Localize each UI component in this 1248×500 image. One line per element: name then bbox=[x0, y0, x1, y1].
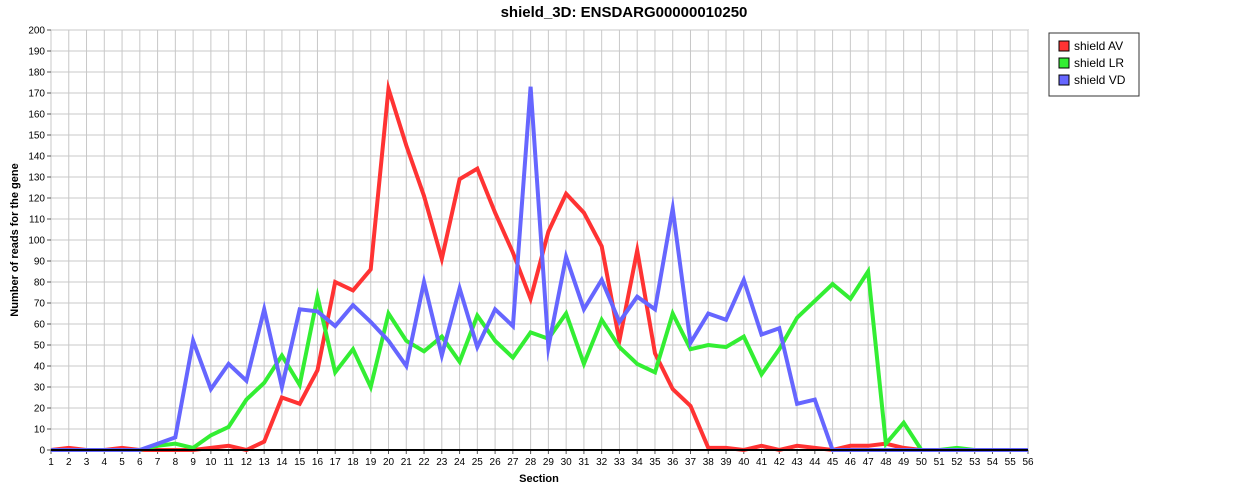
y-axis-title: Number of reads for the gene bbox=[9, 163, 21, 316]
y-tick-label: 160 bbox=[28, 110, 45, 121]
x-tick-label: 10 bbox=[205, 457, 217, 468]
x-tick-label: 24 bbox=[454, 457, 466, 468]
x-tick-label: 47 bbox=[863, 457, 875, 468]
y-tick-label: 50 bbox=[34, 341, 46, 352]
x-tick-label: 17 bbox=[330, 457, 342, 468]
x-tick-label: 11 bbox=[223, 457, 234, 468]
legend-swatch bbox=[1058, 74, 1070, 86]
x-tick-label: 54 bbox=[987, 457, 999, 468]
y-tick-label: 0 bbox=[39, 446, 45, 457]
x-tick-label: 27 bbox=[507, 457, 519, 468]
x-tick-label: 1 bbox=[48, 457, 54, 468]
x-tick-label: 23 bbox=[436, 457, 448, 468]
x-tick-label: 36 bbox=[667, 457, 679, 468]
x-tick-label: 6 bbox=[137, 457, 143, 468]
legend-swatch bbox=[1058, 40, 1070, 52]
series-line-shield-lr bbox=[51, 265, 1028, 452]
x-tick-label: 19 bbox=[365, 457, 377, 468]
y-tick-label: 140 bbox=[28, 152, 45, 163]
x-tick-label: 3 bbox=[84, 457, 90, 468]
y-tick-label: 200 bbox=[28, 26, 45, 37]
y-axis: 0 10 20 30 40 50 60 70 80 90 100 110 120 130 140 150 160… bbox=[28, 26, 51, 457]
y-tick-label: 120 bbox=[28, 194, 45, 205]
x-tick-label: 53 bbox=[969, 457, 981, 468]
x-tick-label: 41 bbox=[756, 457, 768, 468]
x-tick-label: 29 bbox=[543, 457, 555, 468]
x-tick-label: 44 bbox=[809, 457, 821, 468]
x-tick-label: 43 bbox=[792, 457, 804, 468]
y-tick-label: 130 bbox=[28, 173, 45, 184]
y-tick-label: 90 bbox=[34, 257, 46, 268]
y-tick-label: 180 bbox=[28, 68, 45, 79]
legend-swatch bbox=[1058, 57, 1070, 69]
x-tick-label: 51 bbox=[934, 457, 946, 468]
x-tick-label: 30 bbox=[561, 457, 573, 468]
x-tick-label: 18 bbox=[347, 457, 359, 468]
x-tick-label: 45 bbox=[827, 457, 839, 468]
legend-label: shield LR bbox=[1074, 56, 1124, 70]
x-tick-label: 21 bbox=[401, 457, 413, 468]
x-tick-label: 25 bbox=[472, 457, 484, 468]
x-tick-label: 12 bbox=[241, 457, 253, 468]
x-tick-label: 55 bbox=[1005, 457, 1017, 468]
x-tick-label: 42 bbox=[774, 457, 786, 468]
series-line-shield-av bbox=[50, 78, 1028, 453]
y-tick-label: 60 bbox=[34, 320, 46, 331]
y-tick-label: 150 bbox=[28, 131, 45, 142]
y-tick-label: 80 bbox=[34, 278, 46, 289]
x-tick-label: 50 bbox=[916, 457, 928, 468]
x-tick-label: 35 bbox=[649, 457, 661, 468]
x-tick-label: 32 bbox=[596, 457, 608, 468]
x-axis-title: Section bbox=[519, 473, 559, 485]
x-tick-label: 13 bbox=[259, 457, 271, 468]
y-tick-label: 170 bbox=[28, 89, 45, 100]
legend: shield AV shield LR shield VD bbox=[1048, 32, 1140, 97]
y-tick-label: 20 bbox=[34, 404, 46, 415]
x-tick-label: 16 bbox=[312, 457, 324, 468]
x-tick-label: 7 bbox=[155, 457, 161, 468]
legend-label: shield AV bbox=[1074, 39, 1123, 53]
y-tick-label: 10 bbox=[34, 425, 46, 436]
x-tick-label: 8 bbox=[173, 457, 179, 468]
x-tick-label: 14 bbox=[276, 457, 288, 468]
x-axis: 1 2 3 4 5 6 7 8 9 10 11 12 13 14 15 16 17 18 19 20 21 22 23 24 2… bbox=[48, 450, 1034, 468]
y-tick-label: 110 bbox=[29, 215, 45, 226]
x-tick-label: 48 bbox=[880, 457, 892, 468]
x-tick-label: 34 bbox=[632, 457, 644, 468]
chart-title: shield_3D: ENSDARG00000010250 bbox=[501, 4, 748, 21]
x-tick-label: 46 bbox=[845, 457, 857, 468]
y-tick-label: 30 bbox=[34, 383, 46, 394]
x-tick-label: 15 bbox=[294, 457, 306, 468]
x-tick-label: 28 bbox=[525, 457, 537, 468]
x-tick-label: 38 bbox=[703, 457, 715, 468]
y-tick-label: 190 bbox=[28, 47, 45, 58]
x-tick-label: 52 bbox=[951, 457, 963, 468]
x-tick-label: 37 bbox=[685, 457, 697, 468]
x-tick-label: 39 bbox=[720, 457, 732, 468]
x-tick-label: 49 bbox=[898, 457, 910, 468]
x-tick-label: 56 bbox=[1022, 457, 1034, 468]
legend-label: shield VD bbox=[1074, 73, 1126, 87]
x-tick-label: 2 bbox=[66, 457, 72, 468]
x-tick-label: 4 bbox=[102, 457, 108, 468]
y-tick-label: 100 bbox=[28, 236, 45, 247]
x-tick-label: 20 bbox=[383, 457, 395, 468]
x-tick-label: 22 bbox=[418, 457, 430, 468]
x-tick-label: 9 bbox=[190, 457, 196, 468]
y-tick-label: 40 bbox=[34, 362, 46, 373]
x-tick-label: 31 bbox=[578, 457, 590, 468]
x-tick-label: 33 bbox=[614, 457, 626, 468]
x-tick-label: 5 bbox=[119, 457, 125, 468]
x-tick-label: 40 bbox=[738, 457, 750, 468]
x-tick-label: 26 bbox=[490, 457, 502, 468]
y-tick-label: 70 bbox=[34, 299, 46, 310]
